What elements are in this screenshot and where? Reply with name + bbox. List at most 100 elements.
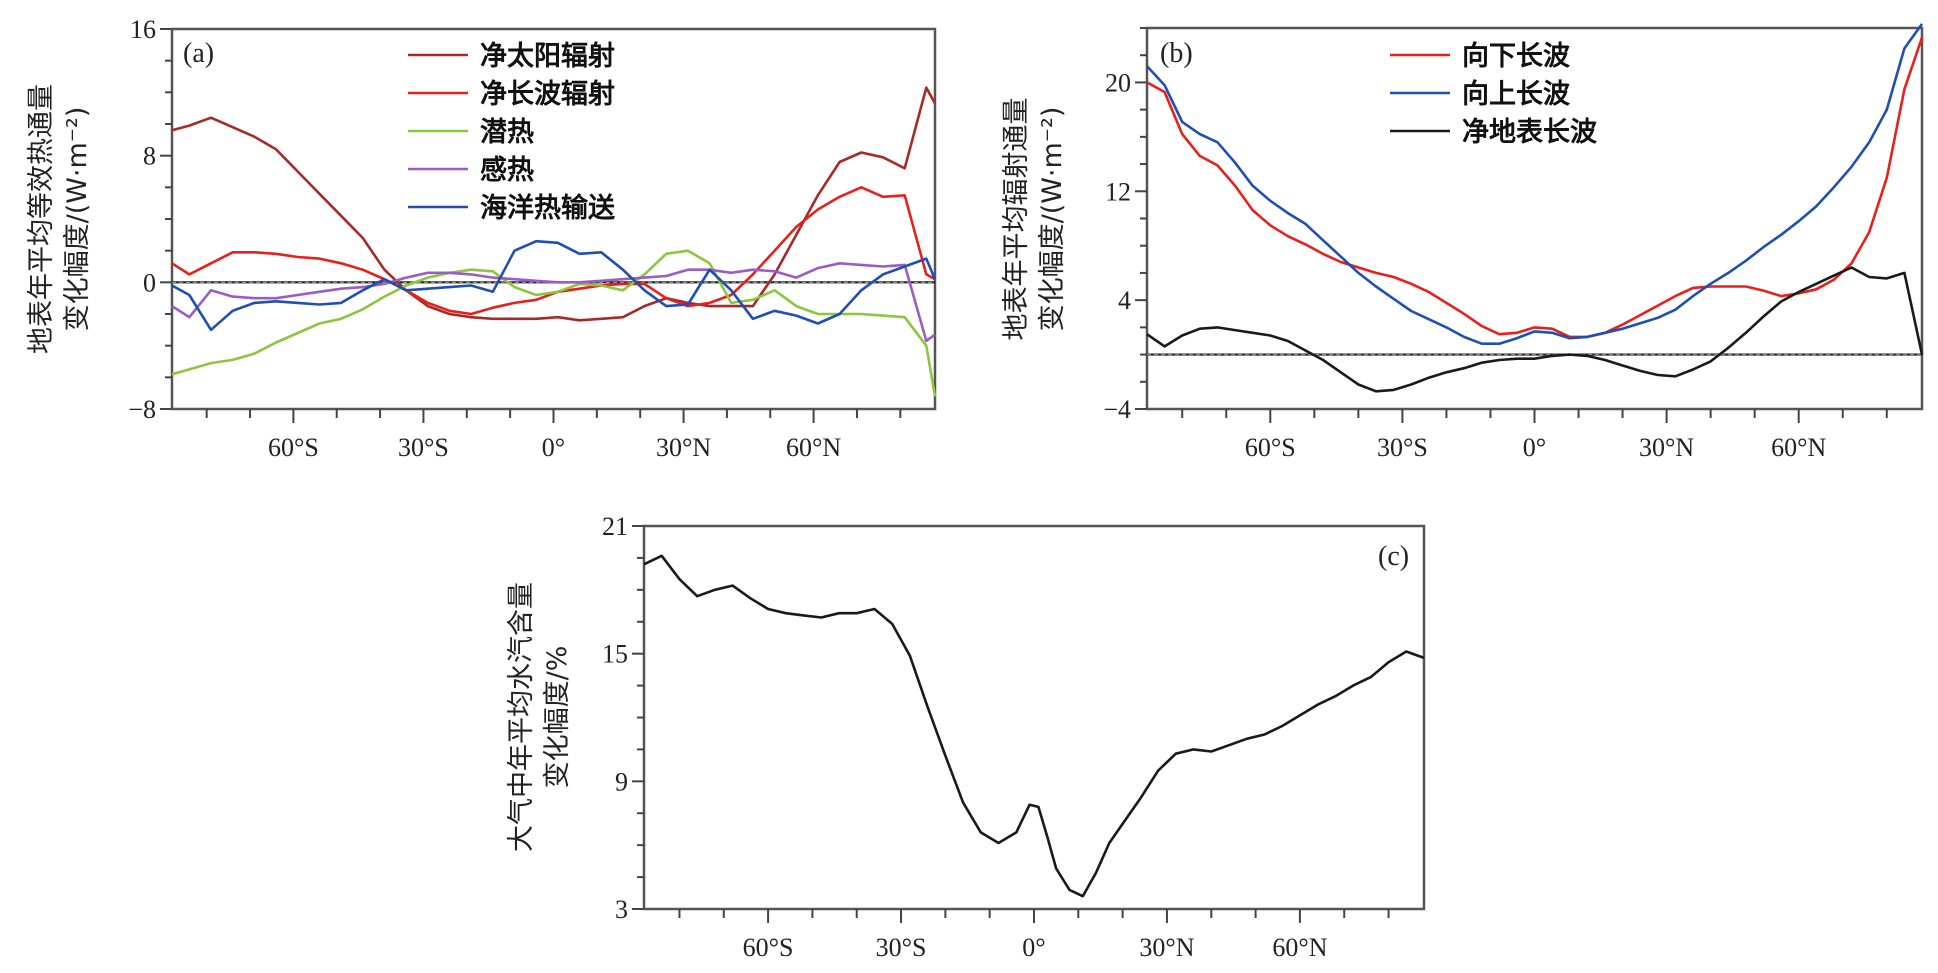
- panel-b-series-2-point: [1534, 358, 1536, 360]
- panel-a-series-4-point: [774, 310, 776, 312]
- panel-b-x-tick-label: 30°S: [1377, 433, 1428, 462]
- panel-b-series-1-point: [1234, 162, 1236, 164]
- panel-a-series-3-point: [405, 277, 407, 279]
- panel-c-x-tick-label: 60°N: [1272, 933, 1327, 962]
- panel-c-ylabel-line2: 变化幅度/%: [542, 646, 573, 789]
- panel-a-series-0-point: [535, 318, 537, 320]
- panel-a-series-1-point: [579, 288, 581, 290]
- panel-b-series-2-point: [1305, 350, 1307, 352]
- panel-b-series-2-point: [1287, 340, 1289, 342]
- panel-a-legend-label: 潜热: [480, 117, 534, 148]
- panel-c-series-0-point: [1335, 695, 1337, 697]
- panel-b-series-2-point: [1727, 347, 1729, 349]
- panel-b-series-1-point: [1252, 185, 1254, 187]
- panel-b-series-1-point: [1146, 65, 1148, 67]
- panel-b-series-0-point: [1446, 302, 1448, 304]
- panel-a-series-1-point: [232, 251, 234, 253]
- panel-c-series-line-0: [643, 554, 1425, 898]
- panel-a-series-3-point: [882, 266, 884, 268]
- panel-b-series-2-point: [1745, 332, 1747, 334]
- panel-a-series-4-point: [665, 305, 667, 307]
- panel-b-series-2-point: [1393, 389, 1395, 391]
- panel-a-x-tick-label: 60°S: [268, 433, 319, 462]
- panel-c-series-0-point: [1388, 661, 1390, 663]
- panel-b-series-1-point: [1534, 331, 1536, 333]
- panel-a-series-0-point: [384, 269, 386, 271]
- panel-a-series-2-point: [622, 289, 624, 291]
- panel-b-series-0-point: [1551, 328, 1553, 330]
- panel-c-series-0-point: [696, 595, 698, 597]
- panel-a-series-4-point: [492, 291, 494, 293]
- panel-a-series-2-point: [232, 359, 234, 361]
- panel-b-series-2-point: [1446, 371, 1448, 373]
- panel-b-series-1-point: [1727, 272, 1729, 274]
- panel-b-series-0-point: [1217, 165, 1219, 167]
- panel-a-series-line-3: [171, 261, 936, 343]
- panel-a-series-0-point: [171, 130, 173, 132]
- panel-a-series-1-point: [319, 258, 321, 260]
- panel-b-series-2-point: [1798, 291, 1800, 293]
- panel-c-series-0-point: [1299, 715, 1301, 717]
- panel-a-series-1-point: [795, 226, 797, 228]
- panel-b-series-1-point: [1622, 328, 1624, 330]
- panel-c-series-0-point: [732, 585, 734, 587]
- panel-a-series-1-point: [362, 269, 364, 271]
- panel-a-series-2-point: [427, 277, 429, 279]
- panel-c-x-tick-label: 60°S: [743, 933, 794, 962]
- panel-b-series-0-point: [1164, 91, 1166, 93]
- panel-b-series-1-point: [1181, 121, 1183, 123]
- panel-a-series-0-point: [839, 161, 841, 163]
- panel-a-series-2-point: [171, 373, 173, 375]
- panel-a-series-2-point: [319, 323, 321, 325]
- panel-b-series-2-point: [1252, 332, 1254, 334]
- panel-c-series-0-point: [1055, 868, 1057, 870]
- panel-a-series-0-point: [449, 313, 451, 315]
- panel-b-series-2-point: [1639, 370, 1641, 372]
- panel-b-y-tick-label: 20: [1105, 68, 1131, 97]
- panel-b-series-2-point: [1710, 361, 1712, 363]
- panel-a-series-3-point: [535, 280, 537, 282]
- panel-a-series-1-point: [297, 256, 299, 258]
- panel-b-series-2-point: [1921, 354, 1923, 356]
- panel-b-series-1-point: [1780, 234, 1782, 236]
- panel-a-series-4-point: [340, 302, 342, 304]
- panel-a-series-0-point: [904, 168, 906, 170]
- panel-b: 地表年平均辐射通量 变化幅度/(W·m⁻²) (b) −4 4 12 20 60°S 30…: [1001, 23, 1924, 462]
- panel-a-series-4-point: [709, 269, 711, 271]
- panel-a-series-1-point: [470, 313, 472, 315]
- panel-b-series-0-point: [1305, 244, 1307, 246]
- panel-b-series-2-point: [1498, 359, 1500, 361]
- panel-c-series-0-point: [1281, 725, 1283, 727]
- panel-a-series-3-point: [817, 267, 819, 269]
- panel-a-series-3-point: [861, 264, 863, 266]
- panel-a-series-1-point: [535, 299, 537, 301]
- panel-c-series-0-point: [1069, 889, 1071, 891]
- panel-a-series-1-point: [839, 196, 841, 198]
- panel-a-series-1-point: [752, 274, 754, 276]
- panel-a-series-2-point: [384, 296, 386, 298]
- panel-a-series-2-point: [774, 289, 776, 291]
- panel-a-series-0-point: [232, 126, 234, 128]
- panel-c-series-0-point: [874, 608, 876, 610]
- panel-c-series-0-point: [1122, 823, 1124, 825]
- panel-b-series-2-point: [1217, 327, 1219, 329]
- panel-a-series-4-point: [362, 289, 364, 291]
- panel-a-series-2-point: [904, 316, 906, 318]
- panel-b-series-0-point: [1269, 225, 1271, 227]
- panel-a-series-2-point: [254, 353, 256, 355]
- panel-a-y-tick-label: −8: [128, 395, 156, 424]
- panel-a-series-4-point: [861, 289, 863, 291]
- panel-a-series-1-point: [882, 196, 884, 198]
- panel-b-y-tick-label: 12: [1105, 177, 1131, 206]
- panel-b-series-0-point: [1534, 327, 1536, 329]
- panel-c-x-tick-label: 30°N: [1139, 933, 1194, 962]
- panel-b-series-0-point: [1199, 155, 1201, 157]
- panel-a-series-1-point: [644, 283, 646, 285]
- panel-b-series-0-point: [1181, 133, 1183, 135]
- panel-a-series-0-point: [319, 193, 321, 195]
- panel-c-series-0-point: [856, 612, 858, 614]
- panel-a-series-2-point: [189, 369, 191, 371]
- panel-a-series-0-point: [795, 234, 797, 236]
- panel-a-series-0-point: [557, 316, 559, 318]
- panel-a-series-1-point: [492, 307, 494, 309]
